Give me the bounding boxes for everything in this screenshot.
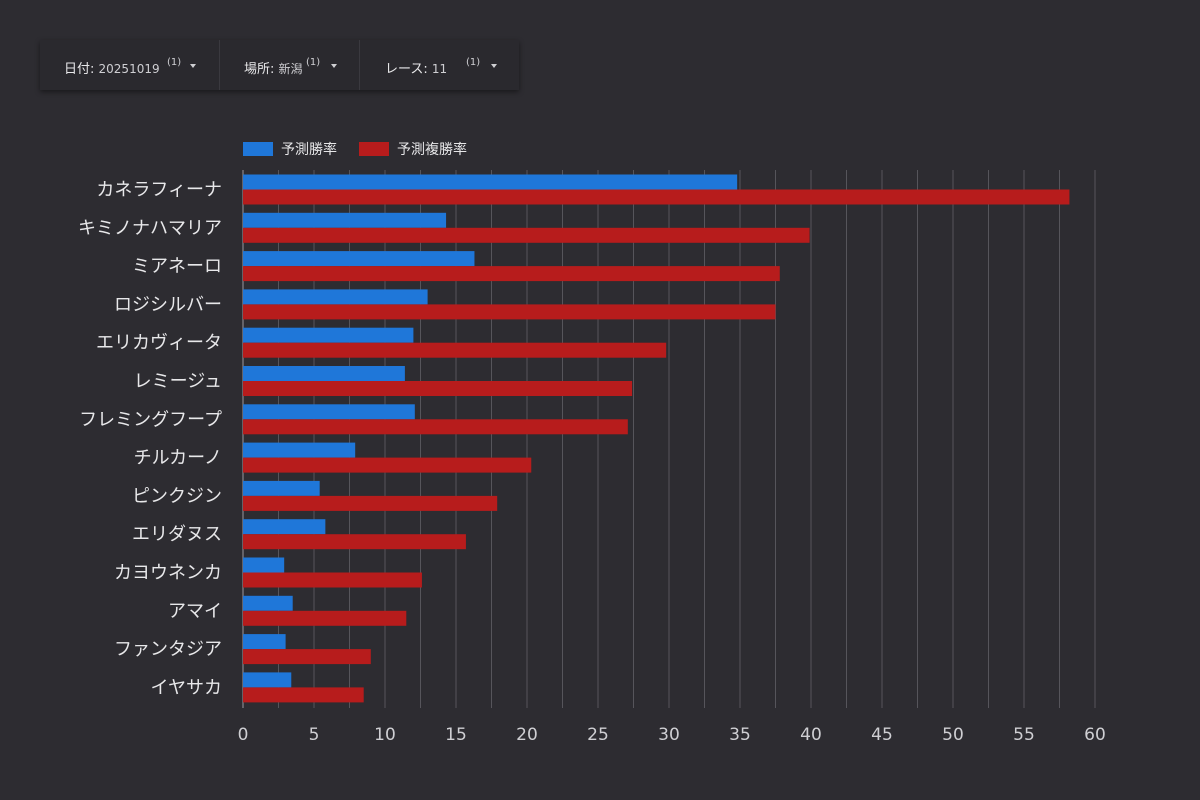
category-label: チルカーノ [134, 448, 222, 469]
bar-place [243, 419, 628, 435]
legend-label-place: 予測複勝率 [397, 142, 467, 158]
bar-place [243, 381, 633, 396]
category-label: キミノナハマリア [78, 218, 222, 239]
filter-place-count: (1) [306, 57, 321, 68]
x-tick-label: 15 [445, 725, 467, 745]
x-tick-label: 30 [658, 725, 680, 745]
x-tick-label: 0 [238, 725, 249, 745]
category-label: ファンタジア [114, 639, 222, 660]
category-label: カヨウネンカ [114, 563, 222, 584]
category-label: アマイ [168, 601, 222, 622]
bar-win [243, 327, 414, 343]
bar-place [243, 610, 407, 626]
bar-place [243, 227, 810, 243]
category-label: ロジシルバー [114, 294, 222, 315]
bar-place [243, 687, 364, 703]
bar-win [243, 519, 326, 535]
bar-win [243, 557, 285, 573]
x-tick-label: 60 [1084, 725, 1106, 745]
chevron-down-icon [190, 64, 196, 68]
filter-place-label: 場所: 新潟 [244, 62, 303, 77]
bar-win [243, 672, 292, 688]
category-label: エリダヌス [132, 524, 222, 545]
bar-win [243, 251, 475, 267]
filter-date-dropdown[interactable]: 日付: 20251019 (1) [40, 40, 220, 90]
filter-race-label: レース: 11 [385, 62, 448, 77]
category-label: フレミングフープ [79, 409, 222, 430]
bar-place [243, 304, 776, 320]
legend-swatch-win [243, 142, 273, 156]
bar-win [243, 480, 320, 496]
x-tick-label: 55 [1013, 725, 1035, 745]
chart-legend: 予測勝率 予測複勝率 [243, 140, 489, 158]
bar-win [243, 442, 356, 458]
bar-win [243, 174, 738, 190]
chevron-down-icon [491, 64, 497, 68]
legend-label-win: 予測勝率 [281, 142, 337, 158]
filter-date-count: (1) [167, 57, 182, 68]
filter-race-dropdown[interactable]: レース: 11 (1) [360, 40, 519, 90]
bar-place [243, 189, 1070, 205]
x-tick-label: 25 [587, 725, 609, 745]
x-tick-label: 20 [516, 725, 538, 745]
bar-win [243, 404, 415, 420]
bar-place [243, 342, 667, 358]
category-label: カネラフィーナ [96, 180, 222, 201]
category-label: イヤサカ [151, 677, 222, 698]
filter-date-label: 日付: 20251019 [64, 62, 160, 77]
x-tick-label: 45 [871, 725, 893, 745]
x-tick-label: 40 [800, 725, 822, 745]
bar-place [243, 457, 532, 473]
bar-win [243, 595, 293, 611]
chevron-down-icon [331, 64, 337, 68]
bar-place [243, 534, 466, 550]
bar-place [243, 266, 780, 282]
category-label: エリカヴィータ [96, 333, 222, 354]
filter-place-dropdown[interactable]: 場所: 新潟 (1) [220, 40, 360, 90]
x-tick-label: 50 [942, 725, 964, 745]
bar-place [243, 495, 498, 511]
x-tick-label: 5 [309, 725, 320, 745]
bar-win [243, 634, 286, 650]
category-label: ピンクジン [132, 486, 222, 507]
category-label: ミアネーロ [132, 256, 222, 277]
filter-bar: 日付: 20251019 (1) 場所: 新潟 (1) レース: 11 (1) [40, 40, 519, 90]
x-tick-label: 35 [729, 725, 751, 745]
legend-item-win[interactable]: 予測勝率 [243, 139, 337, 159]
filter-race-count: (1) [466, 57, 481, 68]
legend-swatch-place [359, 142, 389, 156]
legend-item-place[interactable]: 予測複勝率 [359, 139, 467, 159]
bar-win [243, 366, 405, 381]
x-tick-label: 10 [374, 725, 396, 745]
bar-place [243, 649, 371, 665]
bar-win [243, 289, 428, 305]
bar-win [243, 212, 447, 228]
bar-place [243, 572, 422, 588]
category-label: レミージュ [134, 371, 222, 392]
